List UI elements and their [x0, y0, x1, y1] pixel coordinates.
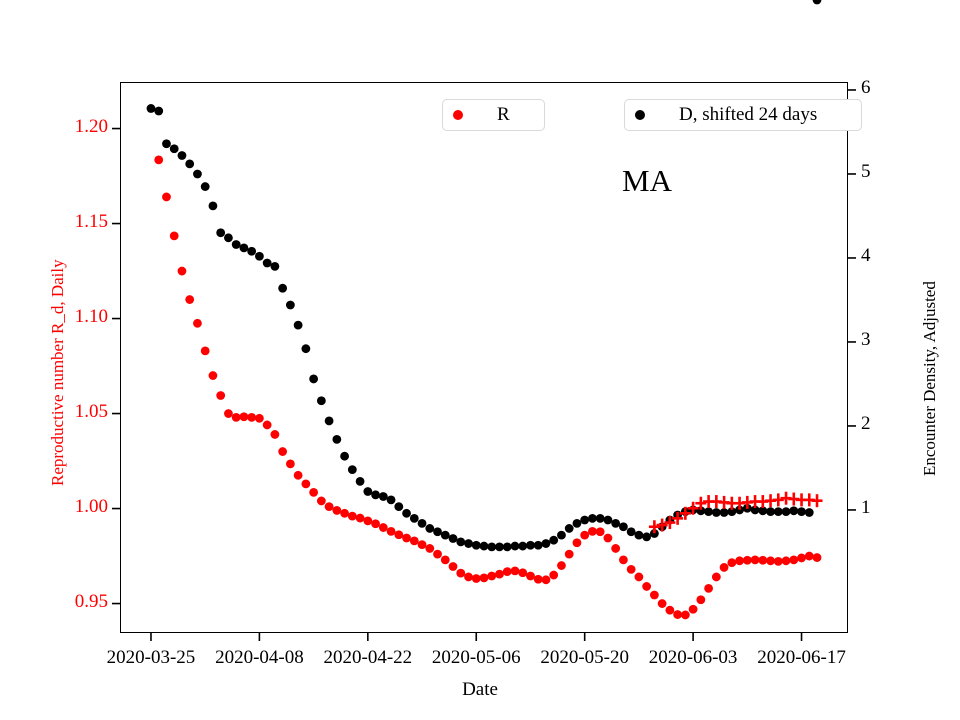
region-annotation: MA [622, 163, 672, 198]
y-tick-label-right: 5 [861, 160, 871, 182]
y-tick-label-right: 4 [861, 244, 871, 266]
y-tick-label-right: 3 [861, 328, 871, 350]
y-axis-right-label: Encounter Density, Adjusted [920, 280, 939, 476]
legend-marker-circle-red [453, 110, 463, 120]
legend-marker-circle-black [635, 110, 645, 120]
x-tick-label: 2020-06-17 [757, 647, 846, 668]
legend-label-r: R [497, 104, 510, 125]
y-tick-label-left: 1.00 [74, 495, 108, 517]
y-tick-label-left: 1.05 [74, 400, 108, 422]
y-tick-label-right: 6 [861, 76, 871, 98]
y-tick-label-right: 1 [861, 496, 871, 518]
legend-label-d: D, shifted 24 days [679, 104, 818, 125]
y-tick-label-left: 0.95 [74, 590, 108, 612]
plot-area [120, 82, 848, 633]
legend-item-d[interactable]: D, shifted 24 days [624, 99, 862, 131]
x-tick-label: 2020-05-20 [540, 647, 629, 668]
legend-item-r[interactable]: R [442, 99, 545, 131]
x-tick-label: 2020-04-22 [323, 647, 413, 668]
y-tick-label-left: 1.15 [74, 210, 108, 232]
y-tick-label-left: 1.10 [74, 305, 108, 327]
x-tick-label: 2020-06-03 [648, 647, 738, 668]
x-tick-label: 2020-05-06 [431, 647, 521, 668]
x-axis-label: Date [462, 679, 498, 700]
y-tick-label-left: 1.20 [74, 115, 108, 137]
data-point-circle [812, 0, 822, 5]
x-tick-label: 2020-03-25 [106, 647, 196, 668]
y-axis-left-label: Reproductive number R_d, Daily [48, 258, 67, 486]
y-tick-label-right: 2 [861, 412, 871, 434]
x-tick-label: 2020-04-08 [215, 647, 304, 668]
